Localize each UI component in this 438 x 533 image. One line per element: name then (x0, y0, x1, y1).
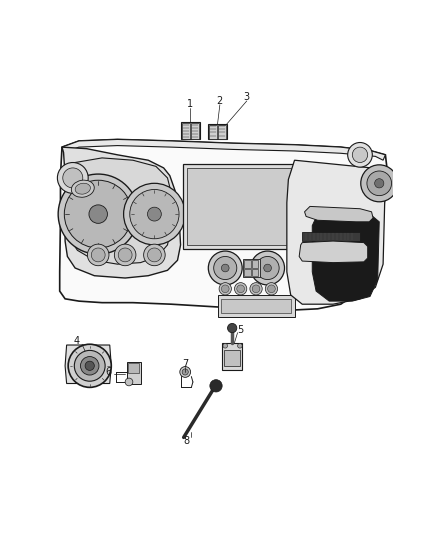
Text: 4: 4 (74, 336, 80, 346)
Bar (252, 260, 258, 268)
Circle shape (64, 180, 132, 248)
Text: 5: 5 (237, 325, 244, 335)
Circle shape (219, 282, 231, 295)
Circle shape (367, 171, 392, 196)
Bar (127, 362, 141, 384)
Text: 1: 1 (187, 99, 193, 109)
Circle shape (361, 165, 398, 202)
Bar (191, 123, 199, 139)
Circle shape (125, 378, 133, 386)
Text: 6: 6 (105, 367, 111, 377)
Polygon shape (62, 140, 385, 160)
Circle shape (250, 282, 262, 295)
Circle shape (214, 256, 237, 280)
Bar (302, 232, 360, 241)
Circle shape (234, 282, 247, 295)
Circle shape (221, 264, 229, 272)
Circle shape (424, 350, 431, 357)
Polygon shape (65, 345, 111, 384)
Polygon shape (287, 160, 385, 304)
Bar (218, 125, 226, 139)
Circle shape (252, 285, 260, 293)
Polygon shape (67, 158, 171, 264)
Circle shape (256, 256, 279, 280)
Circle shape (148, 207, 161, 221)
Bar (436, 360, 438, 376)
Circle shape (251, 251, 285, 285)
Bar (244, 260, 251, 268)
Bar (208, 124, 227, 140)
Circle shape (63, 168, 83, 188)
Bar (218, 295, 294, 317)
Circle shape (180, 367, 191, 377)
Text: 3: 3 (244, 92, 250, 102)
Circle shape (89, 205, 107, 223)
Circle shape (228, 324, 237, 333)
Circle shape (374, 179, 384, 188)
Polygon shape (299, 241, 367, 263)
Text: 7: 7 (182, 359, 188, 369)
Circle shape (124, 183, 185, 245)
Circle shape (182, 369, 188, 375)
Bar (243, 259, 260, 277)
Circle shape (237, 343, 242, 348)
Circle shape (114, 244, 136, 265)
Circle shape (221, 285, 229, 293)
Circle shape (74, 350, 105, 381)
Polygon shape (304, 206, 373, 222)
Bar (431, 340, 438, 348)
Bar (252, 269, 258, 277)
Circle shape (144, 244, 165, 265)
Circle shape (265, 282, 278, 295)
Circle shape (91, 248, 105, 262)
Polygon shape (62, 147, 180, 278)
Bar (221, 299, 291, 313)
Bar (244, 269, 251, 277)
Polygon shape (60, 140, 387, 310)
Circle shape (210, 379, 222, 392)
Bar (182, 123, 190, 139)
Circle shape (208, 251, 242, 285)
Bar (183, 164, 294, 249)
Circle shape (81, 357, 99, 375)
Bar (222, 343, 242, 370)
Text: 8: 8 (184, 436, 190, 446)
Text: 2: 2 (217, 96, 223, 106)
Circle shape (348, 142, 372, 167)
Circle shape (424, 379, 431, 387)
Bar (224, 350, 240, 366)
Circle shape (57, 163, 88, 193)
Bar (128, 364, 139, 373)
Circle shape (85, 361, 94, 370)
Circle shape (58, 174, 138, 254)
Circle shape (130, 189, 179, 239)
Ellipse shape (71, 180, 94, 197)
Ellipse shape (75, 183, 90, 194)
Bar (422, 348, 438, 390)
Polygon shape (312, 209, 379, 301)
Circle shape (148, 248, 161, 262)
Circle shape (88, 244, 109, 265)
Bar (433, 355, 438, 381)
Circle shape (352, 147, 367, 163)
Circle shape (223, 343, 228, 348)
Circle shape (118, 248, 132, 262)
Circle shape (237, 285, 244, 293)
Bar (209, 125, 217, 139)
Bar (181, 123, 200, 140)
Circle shape (264, 264, 272, 272)
Bar (187, 168, 291, 245)
Circle shape (268, 285, 276, 293)
Circle shape (68, 344, 111, 387)
